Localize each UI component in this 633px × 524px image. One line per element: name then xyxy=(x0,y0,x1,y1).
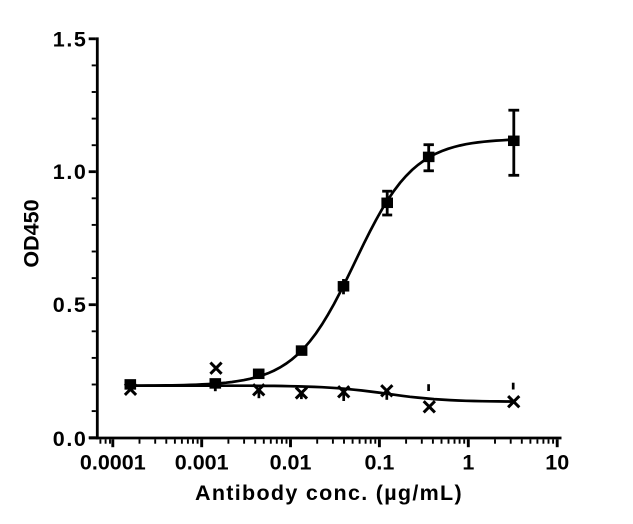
svg-text:0.5: 0.5 xyxy=(53,293,88,317)
svg-text:0.01: 0.01 xyxy=(270,450,312,474)
svg-text:1: 1 xyxy=(462,450,474,474)
svg-text:0.1: 0.1 xyxy=(364,450,394,474)
svg-text:1.5: 1.5 xyxy=(53,27,88,51)
svg-text:1.0: 1.0 xyxy=(53,160,88,184)
svg-text:Antibody conc. (µg/mL): Antibody conc. (µg/mL) xyxy=(195,481,463,505)
svg-text:0.0: 0.0 xyxy=(53,427,88,451)
svg-text:0.0001: 0.0001 xyxy=(80,450,146,474)
svg-text:10: 10 xyxy=(545,450,569,474)
svg-text:0.001: 0.001 xyxy=(175,450,229,474)
svg-text:OD450: OD450 xyxy=(20,199,44,267)
